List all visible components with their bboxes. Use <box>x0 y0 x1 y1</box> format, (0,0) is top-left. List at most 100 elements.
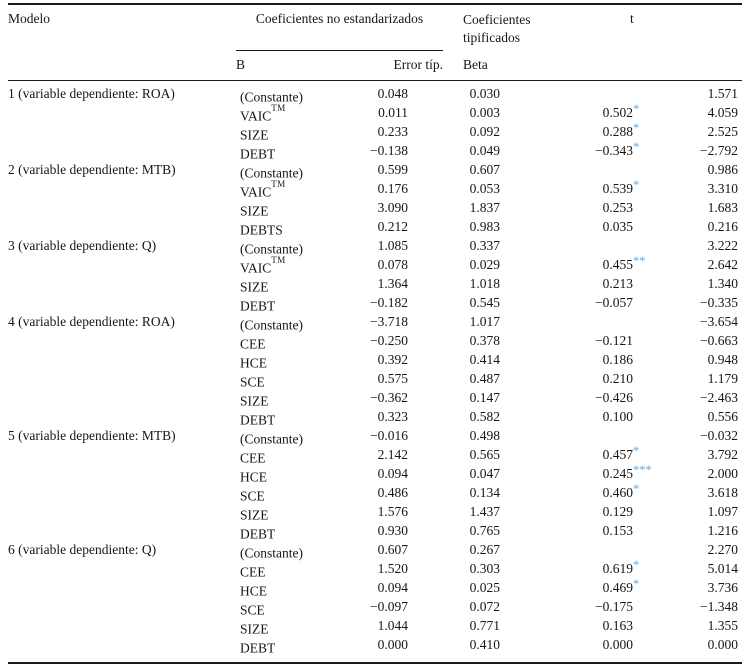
beta-value: −0.343 <box>595 143 633 158</box>
b-value: 0.930 <box>377 523 408 538</box>
table-row: CEE −0.250 0.378 −0.121 −0.663 <box>8 331 742 352</box>
table-row: HCE 0.094 0.025 0.469 * 3.736 <box>8 577 742 599</box>
b-value: 0.486 <box>377 485 408 500</box>
header-modelo: Modelo <box>8 11 50 26</box>
variable-name: HCE <box>240 469 267 485</box>
significance-stars-icon: *** <box>633 463 652 477</box>
table-row: 5 (variable dependiente: MTB) (Constante… <box>8 426 742 447</box>
t-value: 2.000 <box>707 466 738 481</box>
variable-cell: HCE <box>240 578 320 601</box>
t-value: 1.179 <box>707 371 738 386</box>
t-value: 0.216 <box>707 219 738 234</box>
t-value: 1.355 <box>707 618 738 633</box>
std-error-value: 0.565 <box>469 447 500 462</box>
table-row: 3 (variable dependiente: Q) (Constante) … <box>8 236 742 257</box>
std-error-value: 0.072 <box>469 599 500 614</box>
std-error-value: 0.147 <box>469 390 500 405</box>
t-value: 0.986 <box>707 162 738 177</box>
b-value: 0.575 <box>377 371 408 386</box>
variable-name: VAIC <box>240 108 272 124</box>
variable-cell: VAICTM <box>240 255 320 278</box>
b-value: 0.212 <box>377 219 408 234</box>
header-b: B <box>236 57 246 72</box>
t-value: 1.571 <box>707 86 738 101</box>
variable-cell: VAICTM <box>240 103 320 126</box>
std-error-value: 0.983 <box>469 219 500 234</box>
model-label: 3 (variable dependiente: Q) <box>8 238 157 253</box>
variable-cell: SIZE <box>240 274 320 297</box>
table-body: 1 (variable dependiente: ROA) (Constante… <box>8 84 742 656</box>
b-value: 0.078 <box>377 257 408 272</box>
variable-cell: (Constante) <box>240 160 320 183</box>
t-value: 1.216 <box>707 523 738 538</box>
table-row: SCE 0.486 0.134 0.460 * 3.618 <box>8 482 742 504</box>
beta-cell: −0.343 * <box>500 140 639 164</box>
b-value: 1.576 <box>377 504 408 519</box>
header-beta: Beta <box>463 57 488 72</box>
variable-cell: SIZE <box>240 502 320 525</box>
variable-name: SIZE <box>240 279 269 295</box>
variable-cell: DEBT <box>240 407 320 430</box>
t-value: 3.222 <box>707 238 738 253</box>
beta-cell: 0.186 <box>500 350 633 373</box>
beta-cell: 0.253 <box>500 198 633 221</box>
variable-cell: (Constante) <box>240 84 320 107</box>
beta-value: −0.057 <box>595 295 633 310</box>
t-value: −3.654 <box>700 314 738 329</box>
b-value: −0.138 <box>370 143 408 158</box>
model-label <box>8 635 240 658</box>
variable-name: DEBTS <box>240 222 283 238</box>
beta-value: 0.163 <box>602 618 633 633</box>
std-error-value: 0.030 <box>469 86 500 101</box>
t-value: 3.792 <box>707 447 738 462</box>
beta-value: 0.186 <box>602 352 633 367</box>
std-error-value: 0.025 <box>469 580 500 595</box>
std-error-value: 0.047 <box>469 466 500 481</box>
std-error-value: 0.092 <box>469 124 500 139</box>
beta-cell: 0.288 * <box>500 121 640 145</box>
beta-cell: 0.460 * <box>500 482 640 506</box>
trademark-sup: TM <box>271 179 286 189</box>
b-value: 0.011 <box>378 105 408 120</box>
table-row: SIZE 1.364 1.018 0.213 1.340 <box>8 274 742 295</box>
std-error-value: 0.303 <box>469 561 500 576</box>
t-value: 3.310 <box>707 181 738 196</box>
trademark-sup: TM <box>271 103 286 113</box>
b-value: −0.016 <box>370 428 408 443</box>
table-row: DEBT −0.182 0.545 −0.057 −0.335 <box>8 293 742 314</box>
std-error-value: 0.582 <box>469 409 500 424</box>
b-value: 1.085 <box>377 238 408 253</box>
variable-cell: DEBT <box>240 635 320 658</box>
std-error-value: 0.267 <box>469 542 500 557</box>
b-value: 2.142 <box>377 447 408 462</box>
table-row: SCE 0.575 0.487 0.210 1.179 <box>8 369 742 390</box>
header-bottom-rule <box>8 80 742 81</box>
b-value: 0.599 <box>377 162 408 177</box>
variable-name: VAIC <box>240 260 272 276</box>
beta-value: 0.469 <box>602 580 633 595</box>
beta-cell: 0.129 <box>500 502 633 525</box>
significance-stars-icon: * <box>633 558 640 572</box>
table-row: VAICTM 0.176 0.053 0.539 * 3.310 <box>8 178 742 200</box>
beta-value: 0.210 <box>602 371 633 386</box>
variable-cell: SCE <box>240 597 320 620</box>
std-error-value: 0.607 <box>469 162 500 177</box>
variable-name: HCE <box>240 355 267 371</box>
beta-value: 0.455 <box>602 257 633 272</box>
beta-cell: 0.213 <box>500 274 633 297</box>
table-row: 6 (variable dependiente: Q) (Constante) … <box>8 540 742 561</box>
significance-stars-icon: * <box>633 102 640 116</box>
b-value: 0.176 <box>377 181 408 196</box>
variable-cell: CEE <box>240 331 320 354</box>
variable-name: SCE <box>240 374 265 390</box>
variable-cell: DEBT <box>240 521 320 544</box>
t-value: 5.014 <box>707 561 738 576</box>
table-row: DEBT 0.323 0.582 0.100 0.556 <box>8 407 742 428</box>
variable-cell: SIZE <box>240 388 320 411</box>
variable-cell: (Constante) <box>240 312 320 335</box>
b-value: 1.044 <box>377 618 408 633</box>
variable-cell: (Constante) <box>240 236 320 259</box>
b-value: −0.182 <box>370 295 408 310</box>
table-row: 1 (variable dependiente: ROA) (Constante… <box>8 84 742 105</box>
